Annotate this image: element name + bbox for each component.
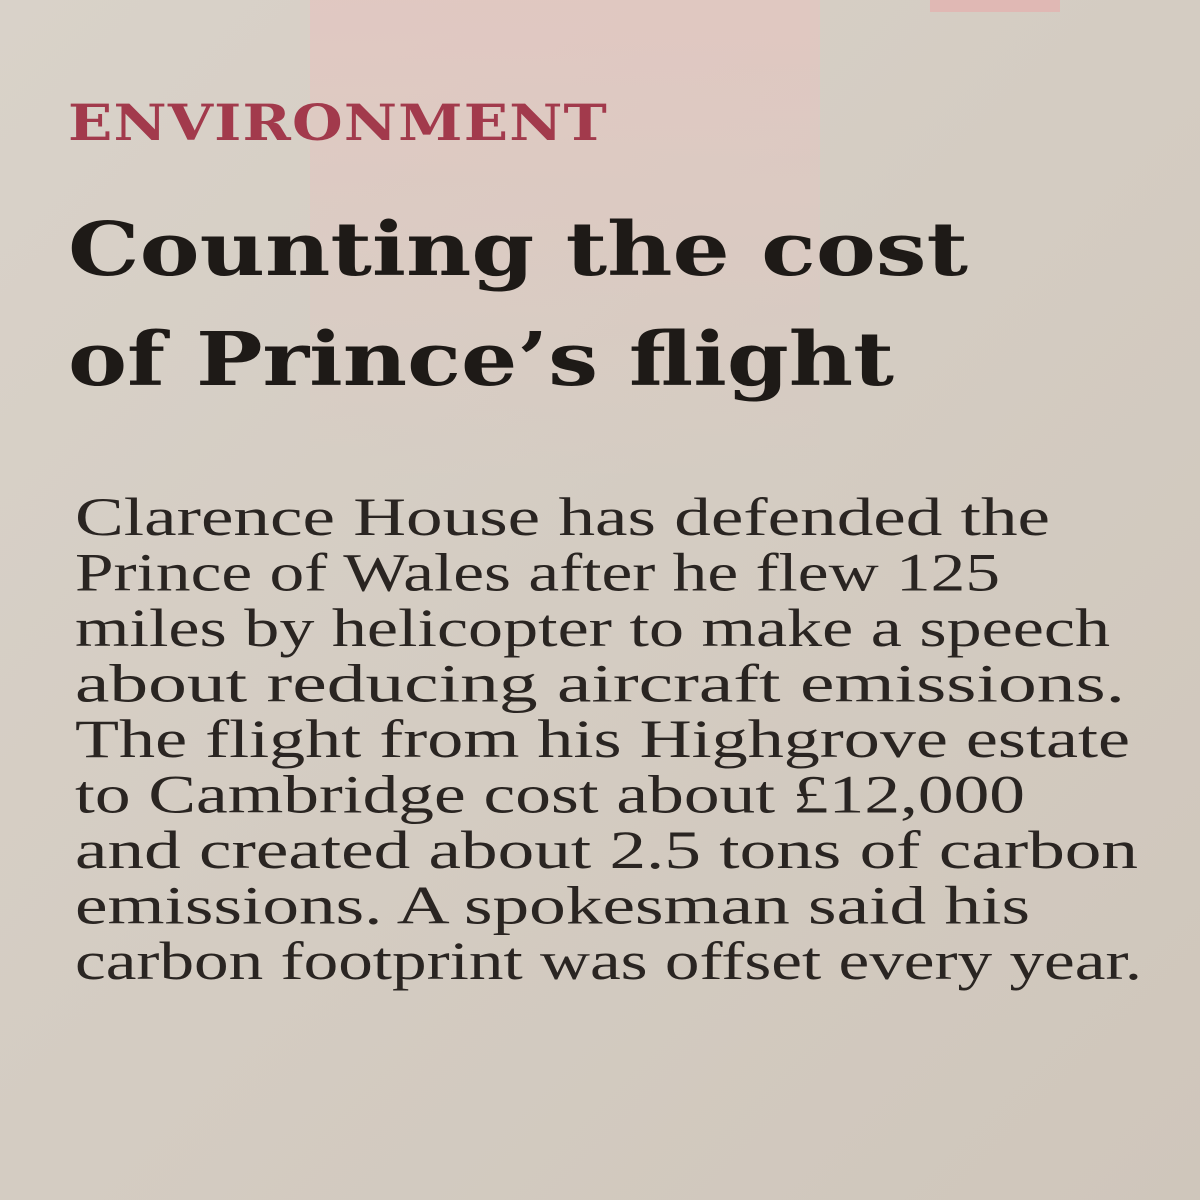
body-line: emissions. A spokesman said his <box>75 876 1030 936</box>
body-line: carbon footprint was offset every year. <box>75 931 1142 991</box>
body-line: to Cambridge cost about £12,000 <box>75 765 1025 825</box>
section-label: ENVIRONMENT <box>68 93 608 152</box>
body-line: miles by helicopter to make a speech <box>75 598 1110 658</box>
headline-line: Counting the cost <box>68 207 968 293</box>
body-line: Clarence House has defended the <box>75 487 1050 547</box>
body-line: Prince of Wales after he flew 125 <box>75 543 1000 603</box>
body-line: about reducing aircraft emissions. <box>75 654 1125 714</box>
headline-line: of Prince’s flight <box>68 317 894 403</box>
pink-edge <box>930 0 1060 12</box>
body-line: The flight from his Highgrove estate <box>75 709 1130 769</box>
body-line: and created about 2.5 tons of carbon <box>75 820 1138 880</box>
pink-band <box>310 0 820 480</box>
